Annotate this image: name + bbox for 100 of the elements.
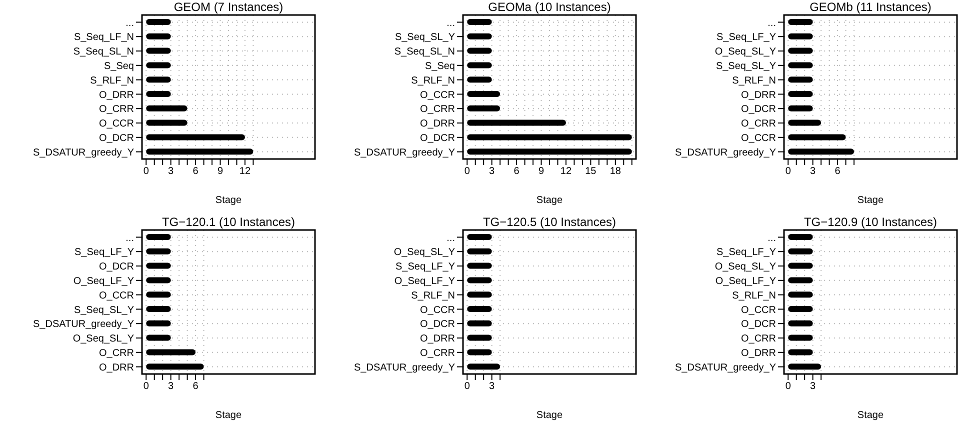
x-tick-label: 9 <box>217 166 224 178</box>
y-tick-label: O_DCR <box>740 104 776 116</box>
y-tick-label: S_DSATUR_greedy_Y <box>354 362 456 374</box>
bar <box>467 62 492 68</box>
x-tick-label: 12 <box>239 166 251 178</box>
y-tick-label: O_DCR <box>420 319 455 330</box>
bar <box>788 19 813 25</box>
y-tick-label: ... <box>446 232 455 244</box>
x-tick-label: 15 <box>585 166 597 178</box>
bar <box>467 134 632 140</box>
x-tick-label: 0 <box>785 166 792 178</box>
y-tick-label: S_RLF_N <box>732 75 776 86</box>
x-tick-label: 6 <box>192 381 199 392</box>
y-tick-label: O_Seq_LF_Y <box>73 276 134 287</box>
x-tick-label: 6 <box>514 166 520 178</box>
bar <box>788 33 813 40</box>
y-tick-label: S_Seq_SL_Y <box>74 304 134 316</box>
x-axis-title: Stage <box>536 410 563 421</box>
x-tick-label: 0 <box>785 381 792 392</box>
y-tick-label: O_DRR <box>420 118 455 130</box>
x-tick-label: 3 <box>810 166 816 178</box>
x-axis-title: Stage <box>857 410 884 421</box>
bar <box>467 120 566 126</box>
bar <box>146 33 171 40</box>
bar <box>146 306 171 312</box>
x-axis-title: Stage <box>536 195 563 206</box>
chart-title: GEOMa (10 Instances) <box>487 0 612 15</box>
x-tick-label: 0 <box>464 166 470 178</box>
bar <box>788 134 846 140</box>
y-tick-label: O_DRR <box>420 334 455 345</box>
bar <box>146 248 171 254</box>
chart-title: GEOM (7 Instances) <box>172 0 284 15</box>
y-tick-label: S_Seq_LF_Y <box>716 32 776 44</box>
x-tick-label: 3 <box>168 166 174 178</box>
bar <box>788 120 822 126</box>
y-tick-label: O_DCR <box>740 319 776 330</box>
bar <box>146 105 188 112</box>
bar <box>146 320 171 326</box>
y-tick-label: S_Seq_SL_N <box>73 46 134 58</box>
bar <box>146 364 204 370</box>
y-tick-label: O_CCR <box>98 118 134 130</box>
x-axis-title: Stage <box>215 410 242 421</box>
y-tick-label: O_Seq_LF_Y <box>394 276 456 287</box>
y-tick-label: S_Seq <box>104 60 134 72</box>
y-tick-label: S_Seq_SL_N <box>394 46 455 58</box>
x-tick-label: 9 <box>538 166 544 178</box>
y-tick-label: O_CCR <box>420 304 455 316</box>
x-tick-label: 3 <box>489 166 496 178</box>
y-tick-label: ... <box>446 18 455 29</box>
y-tick-label: O_CRR <box>420 104 455 116</box>
y-tick-label: O_CRR <box>98 348 134 359</box>
bar <box>788 105 813 112</box>
x-tick-label: 6 <box>192 166 199 178</box>
bar <box>146 334 171 341</box>
x-tick-label: 3 <box>168 381 174 392</box>
x-tick-label: 3 <box>489 381 496 392</box>
bar <box>146 234 171 240</box>
bar <box>146 91 171 97</box>
bar <box>146 76 171 83</box>
y-tick-label: ... <box>768 232 776 244</box>
bar <box>146 120 188 126</box>
x-tick-label: 3 <box>810 381 816 392</box>
y-tick-label: ... <box>126 232 134 244</box>
bar <box>467 19 492 25</box>
bar <box>146 349 196 356</box>
bar <box>788 91 813 97</box>
y-tick-label: S_DSATUR_greedy_Y <box>354 147 456 158</box>
y-tick-label: S_Seq_LF_Y <box>396 262 456 273</box>
y-tick-label: O_DCR <box>98 132 134 144</box>
bar <box>467 148 632 155</box>
bar <box>146 19 171 25</box>
y-tick-label: S_RLF_N <box>411 75 455 86</box>
bar <box>146 277 171 284</box>
y-tick-label: S_Seq_LF_Y <box>74 247 134 258</box>
bar <box>788 148 854 155</box>
y-tick-label: S_Seq_LF_Y <box>716 247 776 258</box>
y-tick-label: S_Seq_SL_Y <box>394 32 456 44</box>
chart-title: GEOMb (11 Instances) <box>808 0 932 15</box>
y-tick-label: S_DSATUR_greedy_Y <box>33 147 134 158</box>
x-tick-label: 12 <box>560 166 572 178</box>
y-tick-label: S_Seq_SL_Y <box>716 60 776 72</box>
x-axis-title: Stage <box>215 195 242 206</box>
y-tick-label: O_Seq_LF_Y <box>715 276 776 287</box>
y-tick-label: O_CRR <box>740 118 776 130</box>
y-tick-label: ... <box>126 18 134 29</box>
y-tick-label: O_CRR <box>98 104 134 116</box>
bar <box>467 48 492 54</box>
y-tick-label: O_Seq_SL_Y <box>714 46 776 58</box>
y-tick-label: S_DSATUR_greedy_Y <box>675 362 776 374</box>
bar <box>788 48 813 54</box>
y-tick-label: O_DCR <box>420 132 455 144</box>
bar <box>788 76 813 83</box>
y-tick-label: O_Seq_SL_Y <box>714 262 776 273</box>
chart-title: TG−120.1 (10 Instances) <box>160 215 296 230</box>
y-tick-label: S_DSATUR_greedy_Y <box>675 147 776 158</box>
chart-title: TG−120.5 (10 Instances) <box>482 215 618 230</box>
y-tick-label: O_DCR <box>98 262 134 273</box>
y-tick-label: O_DRR <box>98 362 134 374</box>
x-axis-title: Stage <box>857 195 884 206</box>
y-tick-label: O_DRR <box>98 90 134 101</box>
